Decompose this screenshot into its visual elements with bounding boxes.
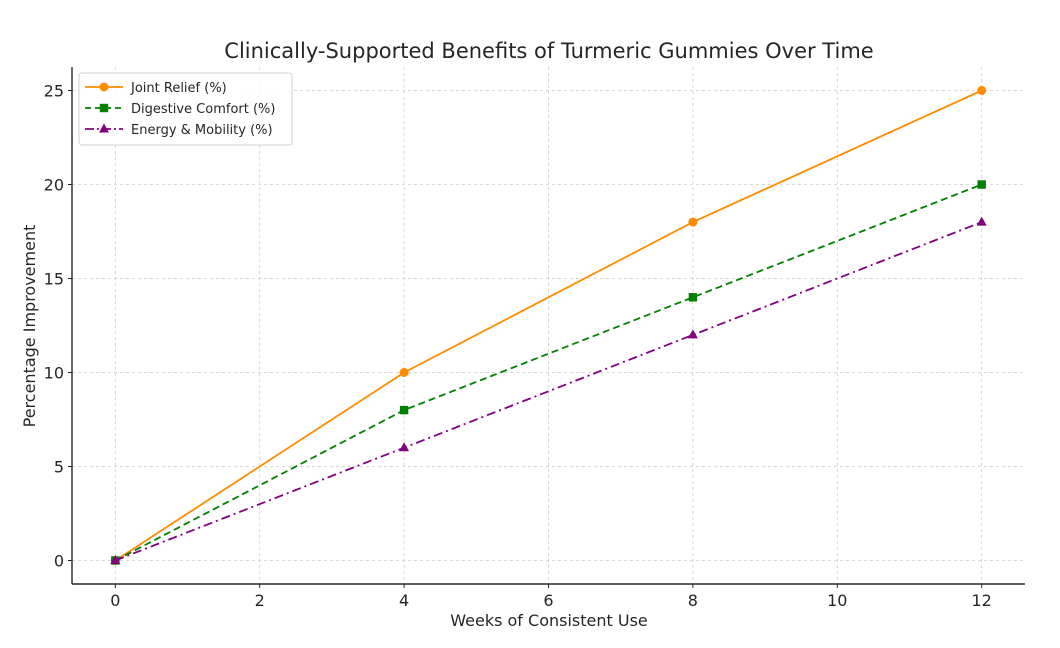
legend-label: Joint Relief (%) [130,81,227,96]
legend-item: Digestive Comfort (%) [85,102,275,117]
legend-item: Joint Relief (%) [85,81,227,96]
legend-marker [99,123,109,133]
series-group [110,86,987,565]
legend-label: Digestive Comfort (%) [131,102,275,117]
y-tick-label: 5 [54,458,64,477]
x-tick-label: 0 [110,591,120,610]
x-tick-label: 10 [827,591,847,610]
series-line [114,89,983,562]
data-point [399,442,410,452]
data-point [687,329,698,339]
chart-title: Clinically-Supported Benefits of Turmeri… [224,39,873,63]
legend-label: Energy & Mobility (%) [131,123,273,138]
data-point [399,368,409,377]
y-tick-label: 0 [54,552,64,571]
legend-box [78,72,293,146]
series-line [114,221,983,562]
x-tick-label: 6 [543,591,553,610]
legend-item: Energy & Mobility (%) [85,123,273,138]
data-point [688,293,698,302]
x-axis-label: Weeks of Consistent Use [450,611,648,630]
y-tick-label: 10 [44,364,64,383]
data-point [976,216,987,226]
y-tick-label: 20 [44,176,64,195]
series-2 [110,216,987,564]
data-point [977,86,987,95]
y-tick-label: 25 [44,82,64,101]
data-point [977,180,986,189]
ticks: 0 2 4 6 8 10 12 0 5 10 15 20 25 [44,82,992,611]
y-axis-label: Percentage Improvement [20,225,39,428]
y-tick-label: 15 [44,270,64,289]
legend: Joint Relief (%) Digestive Comfort (%) Ene… [78,72,293,146]
data-point [110,555,121,564]
legend-marker [99,103,109,113]
data-point [688,217,698,227]
x-tick-label: 12 [972,591,992,610]
x-tick-label: 2 [255,591,265,610]
legend-marker [99,82,109,92]
x-tick-label: 4 [399,591,409,610]
x-tick-label: 8 [688,591,698,610]
data-point [399,405,409,415]
